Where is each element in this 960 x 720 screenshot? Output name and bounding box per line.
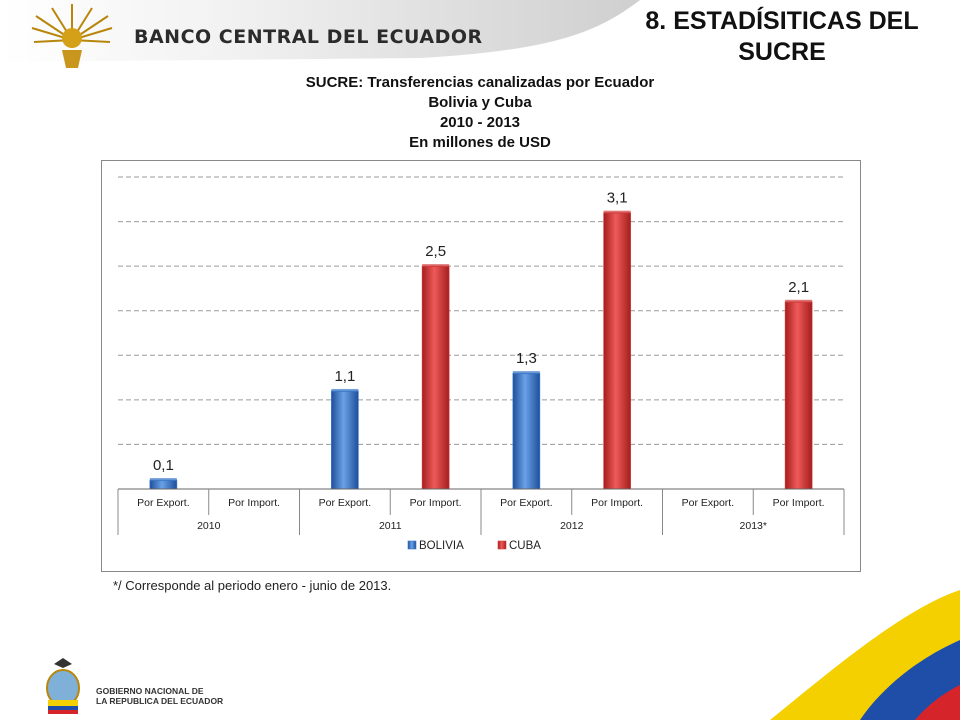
bar-bolivia bbox=[331, 390, 359, 490]
category-tick-label: Por Import. bbox=[773, 497, 825, 509]
bar-cuba bbox=[784, 301, 813, 490]
bar-bolivia bbox=[149, 479, 178, 490]
category-tick-label: Por Export. bbox=[682, 497, 735, 509]
legend-swatch-cuba bbox=[497, 540, 507, 550]
government-label-line-1: GOBIERNO NACIONAL DE bbox=[96, 686, 204, 696]
bar-chart: 0,1 1,1 1,3 2,5 3,1 2,1 Por Export. Por Import… bbox=[117, 176, 845, 552]
chart-title: SUCRE: Transferencias canalizadas por Ec… bbox=[305, 74, 655, 91]
bar-top-bolivia bbox=[512, 371, 540, 375]
chart-heading: SUCRE: Transferencias canalizadas por Ec… bbox=[200, 73, 760, 153]
legend-swatch-bolivia bbox=[407, 540, 417, 550]
legend-label-cuba: CUBA bbox=[509, 540, 541, 552]
data-label: 1,1 bbox=[334, 368, 355, 385]
chart-subtitle-2: 2010 - 2013 bbox=[439, 114, 521, 131]
chart-container: 0,1 1,1 1,3 2,5 3,1 2,1 Por Export. Por Import… bbox=[101, 160, 861, 572]
header-gradient-shape bbox=[0, 0, 640, 62]
slide-title-line-1: 8. ESTADÍSITICAS DEL bbox=[645, 7, 919, 35]
group-tick-label: 2013* bbox=[740, 520, 767, 532]
header-band: BANCO CENTRAL DEL ECUADOR 8. ESTADÍSITIC… bbox=[0, 0, 960, 75]
slide-title: 8. ESTADÍSITICAS DEL SUCRE bbox=[612, 6, 952, 68]
group-tick-label: 2010 bbox=[197, 520, 221, 532]
bar-top-bolivia bbox=[149, 478, 177, 482]
bar-top-bolivia bbox=[331, 388, 359, 392]
central-bank-condor-logo bbox=[31, 4, 113, 68]
bar-top-cuba bbox=[785, 299, 813, 303]
category-tick-label: Por Export. bbox=[319, 497, 372, 509]
bar-top-cuba bbox=[603, 210, 631, 214]
legend-label-bolivia: BOLIVIA bbox=[419, 540, 464, 552]
data-label: 1,3 bbox=[516, 350, 537, 367]
footnote: */ Corresponde al periodo enero - junio … bbox=[113, 578, 392, 593]
data-label: 3,1 bbox=[607, 190, 628, 207]
data-label: 2,5 bbox=[425, 243, 446, 260]
category-tick-label: Por Import. bbox=[228, 497, 280, 509]
bank-name: BANCO CENTRAL DEL ECUADOR bbox=[134, 26, 483, 48]
bar-cuba bbox=[603, 212, 631, 490]
data-label: 2,1 bbox=[788, 279, 809, 296]
category-tick-label: Por Import. bbox=[410, 497, 462, 509]
government-label: GOBIERNO NACIONAL DE LA REPUBLICA DEL EC… bbox=[96, 686, 223, 706]
category-tick-label: Por Export. bbox=[500, 497, 553, 509]
chart-subtitle-1: Bolivia y Cuba bbox=[428, 94, 532, 111]
bar-top-cuba bbox=[422, 264, 450, 268]
data-label: 0,1 bbox=[153, 457, 174, 474]
group-tick-label: 2012 bbox=[560, 520, 584, 532]
group-tick-label: 2011 bbox=[379, 520, 402, 532]
slide-title-line-2: SUCRE bbox=[738, 38, 826, 66]
government-label-line-2: LA REPUBLICA DEL ECUADOR bbox=[96, 696, 224, 706]
bar-bolivia bbox=[512, 372, 541, 490]
category-tick-label: Por Import. bbox=[591, 497, 643, 509]
chart-subtitle-3: En millones de USD bbox=[409, 134, 551, 151]
category-tick-label: Por Export. bbox=[137, 497, 190, 509]
bar-cuba bbox=[421, 265, 450, 490]
ecuador-coat-of-arms-icon bbox=[46, 658, 80, 714]
